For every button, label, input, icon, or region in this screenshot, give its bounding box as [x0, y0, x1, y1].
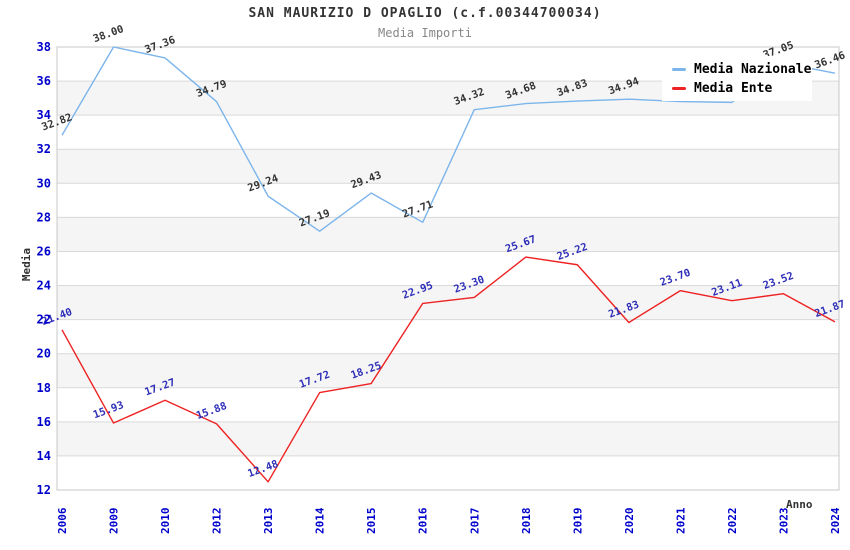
- series-line-media-ente: [61, 256, 836, 483]
- x-tick-label: 2018: [520, 508, 533, 535]
- line-marker-icon: [672, 67, 686, 71]
- y-tick-label: 14: [37, 449, 51, 463]
- legend-item-media-nazionale[interactable]: Media Nazionale: [672, 62, 812, 77]
- x-tick-label: 2024: [829, 507, 842, 534]
- y-tick-label: 28: [37, 210, 51, 224]
- y-tick-label: 32: [37, 142, 51, 156]
- line-marker-icon: [672, 86, 686, 90]
- y-tick-label: 20: [37, 347, 51, 361]
- x-tick-label: 2016: [417, 507, 430, 534]
- x-axis-title: Anno: [786, 498, 813, 511]
- y-tick-label: 18: [37, 381, 51, 395]
- legend: Media Nazionale Media Ente: [662, 56, 812, 101]
- legend-label: Media Nazionale: [694, 61, 812, 77]
- x-tick-label: 2014: [314, 507, 327, 534]
- y-tick-label: 36: [37, 74, 51, 88]
- plot-band: [57, 421, 839, 456]
- x-tick-label: 2015: [365, 508, 378, 535]
- legend-item-media-ente[interactable]: Media Ente: [672, 81, 812, 96]
- x-tick-label: 2006: [56, 507, 69, 534]
- x-tick-label: 2019: [571, 508, 584, 535]
- data-point-label: 36.46: [813, 49, 847, 71]
- y-tick-label: 34: [37, 108, 51, 122]
- y-tick-label: 38: [37, 40, 51, 54]
- x-tick-label: 2023: [777, 508, 790, 535]
- x-tick-label: 2013: [262, 508, 275, 535]
- y-axis-title: Media: [20, 247, 34, 282]
- x-tick-label: 2012: [211, 508, 224, 535]
- y-tick-label: 24: [37, 279, 51, 293]
- chart-title: SAN MAURIZIO D OPAGLIO (c.f.00344700034): [248, 6, 602, 21]
- plot-border: [56, 46, 840, 491]
- x-tick-label: 2017: [468, 508, 481, 535]
- plot-band: [57, 285, 839, 320]
- y-tick-label: 26: [37, 244, 51, 258]
- chart-subtitle: Media Importi: [378, 26, 472, 40]
- data-point-label: 15.93: [92, 399, 126, 421]
- x-tick-label: 2020: [623, 508, 636, 535]
- x-tick-label: 2022: [726, 508, 739, 535]
- x-tick-label: 2010: [159, 508, 172, 535]
- y-tick-label: 12: [37, 483, 51, 497]
- y-tick-label: 16: [37, 415, 51, 429]
- data-point-label: 15.88: [195, 400, 229, 422]
- x-tick-label: 2021: [674, 507, 687, 534]
- plot-band: [57, 353, 839, 388]
- y-tick-label: 30: [37, 176, 51, 190]
- legend-label: Media Ente: [694, 80, 773, 96]
- x-tick-label: 2009: [108, 508, 121, 535]
- y-tick-label: 22: [37, 313, 51, 327]
- series-line-media-nazionale: [61, 46, 836, 232]
- plot-band: [57, 217, 839, 252]
